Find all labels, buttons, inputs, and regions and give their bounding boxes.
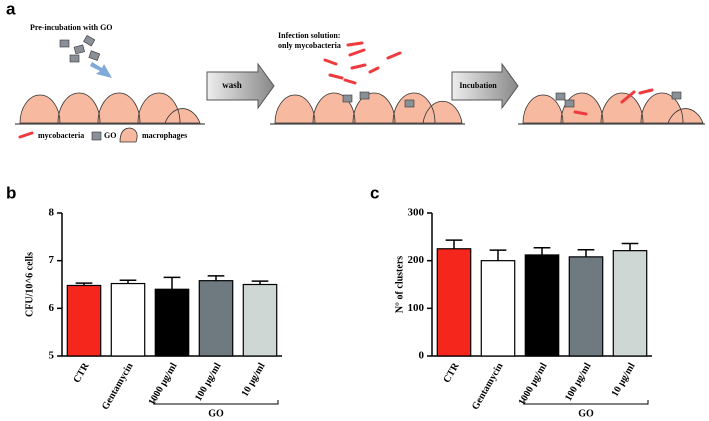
group-bracket [523, 400, 649, 405]
x-tick-label: Gentamycin [470, 361, 506, 412]
group-label: GO [208, 408, 224, 419]
x-tick-label: Gentamycin [100, 361, 136, 412]
panel-label: a [6, 0, 16, 18]
x-tick-label: 10 μg/ml [610, 361, 638, 399]
bar [198, 280, 234, 357]
legend-text: macrophages [142, 131, 187, 140]
y-tick-label: 6 [49, 302, 55, 314]
x-tick-label: 10 μg/ml [240, 361, 268, 399]
arrow-label: wash [222, 80, 242, 90]
y-tick-label: 300 [408, 207, 425, 219]
schematic: Pre-incubation with GO wash Infection so… [15, 23, 705, 143]
step-label: only mycobacteria [278, 41, 341, 50]
legend-text: GO [104, 131, 116, 140]
bar [480, 260, 516, 357]
group-bracket [153, 400, 279, 405]
y-tick-label: 200 [408, 254, 425, 266]
step-label: Pre-incubation with GO [30, 23, 113, 32]
bar [110, 282, 146, 357]
step-label: Infection solution: [278, 31, 340, 40]
x-tick-label: 1000 μg/ml [147, 361, 180, 407]
y-tick-label: 8 [49, 207, 55, 219]
x-tick-label: 1000 μg/ml [517, 361, 550, 407]
group-label: GO [578, 408, 594, 419]
bar [66, 284, 102, 357]
y-axis-label: N° of clusters [394, 256, 405, 313]
bar [568, 256, 604, 357]
x-tick-label: CTR [71, 360, 91, 384]
bar [154, 288, 190, 357]
bar [612, 250, 648, 357]
y-tick-label: 0 [419, 350, 425, 362]
x-tick-label: CTR [441, 360, 461, 384]
y-tick-label: 5 [49, 350, 55, 362]
legend-text: mycobacteria [38, 131, 84, 140]
bar [242, 283, 278, 357]
y-tick-label: 100 [408, 302, 425, 314]
bar [436, 248, 472, 357]
panel-label: c [370, 183, 379, 202]
panel-label: b [6, 183, 16, 202]
bar [524, 254, 560, 357]
y-tick-label: 7 [49, 254, 55, 266]
x-tick-label: 100 μg/ml [563, 361, 594, 403]
y-axis-label: CFU/10^6 cells [24, 252, 35, 317]
x-tick-label: 100 μg/ml [193, 361, 224, 403]
arrow-label: Incubation [459, 81, 497, 90]
